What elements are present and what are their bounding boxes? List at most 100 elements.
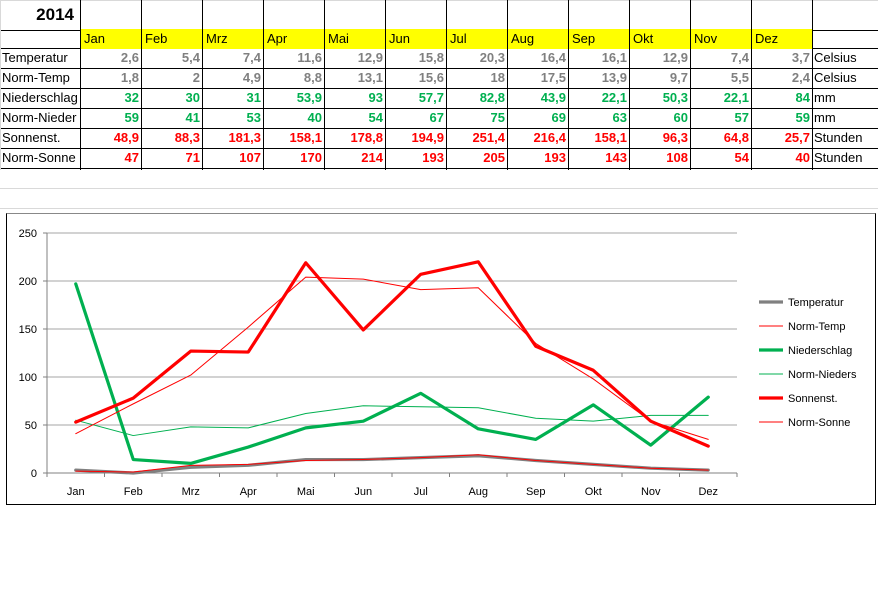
value-cell[interactable]: 193 <box>422 150 444 165</box>
value-cell[interactable]: 53 <box>246 110 261 125</box>
unit-cell[interactable]: mm <box>814 90 836 105</box>
value-cell[interactable]: 8,8 <box>303 70 322 85</box>
value-cell[interactable]: 181,3 <box>228 130 261 145</box>
month-header-cell[interactable]: Sep <box>569 29 630 49</box>
value-cell[interactable]: 48,9 <box>113 130 139 145</box>
row-label[interactable]: Sonnenst. <box>2 130 61 145</box>
value-cell[interactable]: 158,1 <box>289 130 322 145</box>
value-cell[interactable]: 54 <box>734 150 749 165</box>
legend-label: Norm-Nieders <box>788 369 857 381</box>
value-cell[interactable]: 41 <box>185 110 200 125</box>
value-cell[interactable]: 2 <box>192 70 200 85</box>
value-cell[interactable]: 88,3 <box>174 130 200 145</box>
value-cell[interactable]: 64,8 <box>723 130 749 145</box>
value-cell[interactable]: 2,4 <box>791 70 810 85</box>
unit-cell[interactable]: Stunden <box>814 150 863 165</box>
value-cell[interactable]: 13,9 <box>601 70 627 85</box>
month-header-cell[interactable]: Jul <box>447 29 508 49</box>
value-cell[interactable]: 82,8 <box>479 90 505 105</box>
month-header-cell[interactable]: Mai <box>325 29 386 49</box>
month-header-cell[interactable]: Nov <box>691 29 752 49</box>
unit-cell[interactable]: Stunden <box>814 130 863 145</box>
value-cell[interactable]: 53,9 <box>296 90 322 105</box>
value-cell[interactable]: 1,8 <box>120 70 139 85</box>
chart-area[interactable]: 0 50 100 150 200 250 Jan Feb Mrz Apr Mai Jun Jul Aug S… <box>6 213 876 505</box>
value-cell[interactable]: 3,7 <box>791 50 810 65</box>
value-cell[interactable]: 43,9 <box>540 90 566 105</box>
month-header-cell[interactable]: Jun <box>386 29 447 49</box>
value-cell[interactable]: 7,4 <box>242 50 261 65</box>
value-cell[interactable]: 178,8 <box>350 130 383 145</box>
value-cell[interactable]: 50,3 <box>662 90 688 105</box>
month-header-cell[interactable]: Okt <box>630 29 691 49</box>
value-cell[interactable]: 107 <box>239 150 261 165</box>
value-cell[interactable]: 63 <box>612 110 627 125</box>
value-cell[interactable]: 32 <box>124 90 139 105</box>
value-cell[interactable]: 12,9 <box>662 50 688 65</box>
value-cell[interactable]: 15,6 <box>418 70 444 85</box>
value-cell[interactable]: 47 <box>124 150 139 165</box>
value-cell[interactable]: 71 <box>185 150 200 165</box>
value-cell[interactable]: 57,7 <box>418 90 444 105</box>
value-cell[interactable]: 17,5 <box>540 70 566 85</box>
value-cell[interactable]: 75 <box>490 110 505 125</box>
value-cell[interactable]: 25,7 <box>784 130 810 145</box>
row-label[interactable]: Temperatur <box>2 50 68 65</box>
value-cell[interactable]: 5,4 <box>181 50 200 65</box>
value-cell[interactable]: 16,1 <box>601 50 627 65</box>
value-cell[interactable]: 59 <box>795 110 810 125</box>
value-cell[interactable]: 214 <box>361 150 383 165</box>
value-cell[interactable]: 93 <box>368 90 383 105</box>
unit-cell[interactable]: Celsius <box>814 50 857 65</box>
value-cell[interactable]: 96,3 <box>662 130 688 145</box>
value-cell[interactable]: 20,3 <box>479 50 505 65</box>
value-cell[interactable]: 194,9 <box>411 130 444 145</box>
value-cell[interactable]: 143 <box>605 150 627 165</box>
unit-cell[interactable]: mm <box>814 110 836 125</box>
month-header-cell[interactable]: Feb <box>142 29 203 49</box>
row-label[interactable]: Norm-Nieder <box>2 110 77 125</box>
value-cell[interactable]: 69 <box>551 110 566 125</box>
value-cell[interactable]: 40 <box>307 110 322 125</box>
year-cell[interactable]: 2014 <box>36 5 74 24</box>
value-cell[interactable]: 60 <box>673 110 688 125</box>
month-header-cell[interactable]: Aug <box>508 29 569 49</box>
value-cell[interactable]: 30 <box>185 90 200 105</box>
month-header-cell[interactable]: Dez <box>752 29 813 49</box>
month-header-cell[interactable]: Apr <box>264 29 325 49</box>
value-cell[interactable]: 12,9 <box>357 50 383 65</box>
value-cell[interactable]: 16,4 <box>540 50 566 65</box>
unit-cell[interactable]: Celsius <box>814 70 857 85</box>
value-cell[interactable]: 251,4 <box>472 130 505 145</box>
month-header-cell[interactable]: Jan <box>81 29 142 49</box>
value-cell[interactable]: 13,1 <box>357 70 383 85</box>
value-cell[interactable]: 22,1 <box>601 90 627 105</box>
value-cell[interactable]: 7,4 <box>730 50 749 65</box>
value-cell[interactable]: 84 <box>795 90 810 105</box>
value-cell[interactable]: 40 <box>795 150 810 165</box>
value-cell[interactable]: 59 <box>124 110 139 125</box>
value-cell[interactable]: 18 <box>490 70 505 85</box>
value-cell[interactable]: 216,4 <box>533 130 566 145</box>
value-cell[interactable]: 57 <box>734 110 749 125</box>
value-cell[interactable]: 2,6 <box>120 50 139 65</box>
value-cell[interactable]: 158,1 <box>594 130 627 145</box>
month-header-cell[interactable]: Mrz <box>203 29 264 49</box>
value-cell[interactable]: 205 <box>483 150 505 165</box>
value-cell[interactable]: 108 <box>666 150 688 165</box>
value-cell[interactable]: 54 <box>368 110 383 125</box>
x-tick-label: Okt <box>585 486 602 498</box>
value-cell[interactable]: 22,1 <box>723 90 749 105</box>
value-cell[interactable]: 170 <box>300 150 322 165</box>
row-label[interactable]: Norm-Temp <box>2 70 70 85</box>
value-cell[interactable]: 15,8 <box>418 50 444 65</box>
value-cell[interactable]: 31 <box>246 90 261 105</box>
value-cell[interactable]: 9,7 <box>669 70 688 85</box>
value-cell[interactable]: 193 <box>544 150 566 165</box>
row-label[interactable]: Norm-Sonne <box>2 150 76 165</box>
value-cell[interactable]: 5,5 <box>730 70 749 85</box>
value-cell[interactable]: 67 <box>429 110 444 125</box>
value-cell[interactable]: 4,9 <box>242 70 261 85</box>
row-label[interactable]: Niederschlag <box>2 90 78 105</box>
value-cell[interactable]: 11,6 <box>297 50 322 65</box>
